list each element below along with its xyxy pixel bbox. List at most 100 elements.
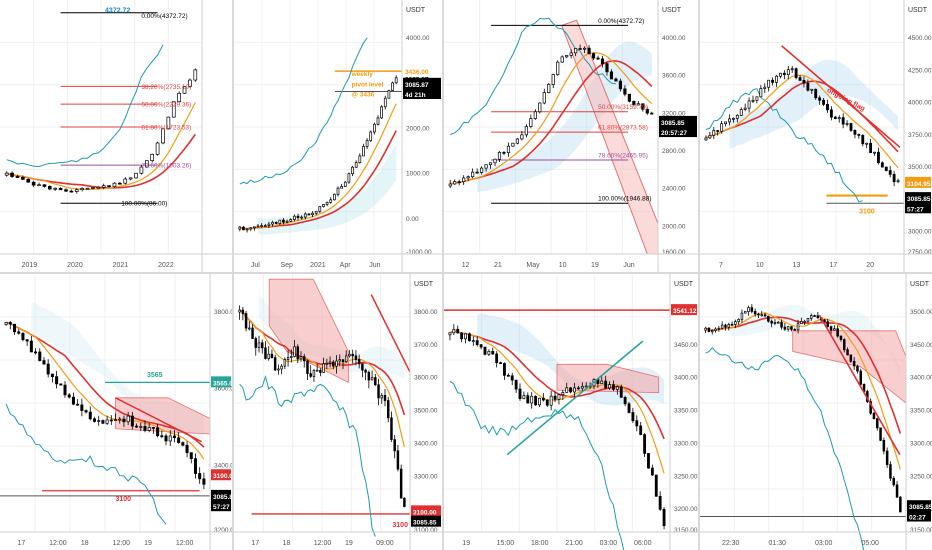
candle: [448, 332, 452, 336]
price-tag: 12d 21h: [405, 87, 429, 94]
candle: [557, 394, 561, 400]
price-tag-bg: [211, 376, 231, 388]
candle: [822, 99, 825, 105]
candle: [380, 106, 383, 119]
candle: [42, 360, 46, 365]
candle: [587, 47, 591, 54]
candle: [882, 440, 886, 452]
candle: [510, 375, 514, 381]
candle: [574, 48, 578, 54]
chart-annotation: @ 3436: [352, 92, 375, 99]
candle: [293, 215, 296, 220]
candle: [643, 434, 647, 454]
candle: [161, 128, 165, 144]
candle: [483, 346, 487, 355]
price-tag: 3100.00: [413, 509, 437, 516]
candle: [25, 339, 29, 342]
candle: [760, 314, 764, 317]
candle: [837, 117, 841, 120]
price-tag-bg: [211, 489, 231, 501]
candle: [460, 332, 464, 340]
candle: [322, 204, 325, 207]
x-tick-label: 06:00: [634, 540, 652, 547]
candle: [779, 72, 782, 77]
candle: [85, 187, 90, 190]
candle: [806, 82, 810, 91]
chart-annotation: weekly: [351, 71, 374, 78]
candle: [511, 142, 515, 147]
candle: [351, 353, 354, 357]
ichimoku-cloud: [729, 59, 898, 149]
currency-label: USDT: [910, 281, 930, 288]
currency-label: USDT: [662, 7, 682, 14]
candle: [267, 353, 270, 359]
candle: [872, 412, 876, 420]
price-tag-bg: [411, 515, 441, 527]
chart-panel-2[interactable]: USDT4000.003000.002000.001000.000.00-100…: [234, 0, 442, 272]
candle: [790, 326, 793, 330]
price-tag: 3085.85: [907, 196, 931, 203]
candle: [810, 88, 814, 91]
candle: [493, 158, 497, 164]
candle: [623, 396, 627, 405]
candle: [118, 418, 122, 421]
candle: [164, 435, 168, 442]
chart-panel-4[interactable]: USDT 4500.00 4250.00 4000.00 3750.00 3500.00 3…: [700, 0, 932, 272]
candle: [21, 176, 25, 180]
candle: [380, 395, 384, 399]
candle: [584, 385, 588, 388]
chart-panel-5[interactable]: 3800.00 3600.00 3400.00 3200.00 17 12:00 18 12:…: [0, 274, 232, 550]
y-tick-label: 3250.00: [910, 473, 932, 480]
x-tick-label: 12:00: [49, 540, 67, 547]
chart-annotation: 100.00%(86.00): [121, 201, 167, 208]
chart-panel-8[interactable]: USDT 3500.00 3450.00 3400.00 3350.00 3300.00 3…: [700, 274, 932, 550]
candle: [796, 323, 800, 331]
candle: [114, 419, 118, 422]
candle: [188, 79, 192, 87]
chart-panel-7[interactable]: USDT3500.003450.003400.003350.003300.003…: [444, 274, 698, 550]
candle: [739, 109, 743, 116]
candle: [285, 220, 289, 223]
x-tick-label: 18: [283, 540, 291, 547]
x-tick-label: Sep: [280, 262, 293, 269]
candle: [605, 63, 609, 73]
chart-annotation: 78.60%(2465.95): [598, 152, 648, 159]
chart-svg: USDT3500.003450.003400.003350.003300.003…: [700, 274, 932, 550]
x-tick-label: Jun: [369, 262, 380, 269]
candle: [319, 369, 322, 373]
candle: [315, 369, 319, 372]
conversion-line: [449, 330, 665, 474]
candle: [833, 116, 837, 120]
candle: [134, 172, 138, 179]
baseline-line: [705, 316, 902, 434]
candle: [286, 357, 290, 360]
candle: [780, 321, 783, 328]
candle: [277, 368, 280, 371]
candle: [109, 419, 113, 422]
y-tick-label: 2000.00: [662, 223, 686, 230]
candle: [542, 92, 546, 104]
chart-svg: USDT3500.003450.003400.003350.003300.003…: [444, 274, 698, 550]
chart-panel-3[interactable]: USDT 4000.00 3600.00 3200.00 2800.00 2400.00 2…: [444, 0, 698, 272]
candle: [471, 171, 475, 178]
chart-annotation: pivot level: [352, 81, 384, 88]
candle: [658, 495, 662, 510]
chart-annotation: 78.60%(1003.26): [141, 163, 191, 170]
x-tick-label: 2022: [158, 262, 174, 269]
candle: [502, 152, 506, 154]
candle: [365, 140, 369, 147]
conversion-line: [239, 309, 405, 448]
chart-svg: 3800.00 3600.00 3400.00 3200.00 17 12:00 18 12:…: [0, 274, 232, 550]
trend-line: [818, 314, 901, 455]
chart-panel-6[interactable]: USDT 3800.00 3700.00 3600.00 3500.00 3400.00 3…: [234, 274, 442, 550]
candle: [344, 355, 348, 363]
chart-annotation: 0.00%(4372.72): [141, 13, 187, 20]
candle: [747, 100, 751, 109]
chart-panel-1[interactable]: 2019 2020 2021 2022 4372.72 0.00%(4372.72) 38.…: [0, 0, 232, 272]
candle: [770, 320, 773, 324]
candle: [453, 181, 457, 185]
candle: [743, 107, 747, 110]
x-tick-label: 19: [345, 540, 353, 547]
candle: [826, 104, 829, 111]
candle: [364, 369, 367, 373]
